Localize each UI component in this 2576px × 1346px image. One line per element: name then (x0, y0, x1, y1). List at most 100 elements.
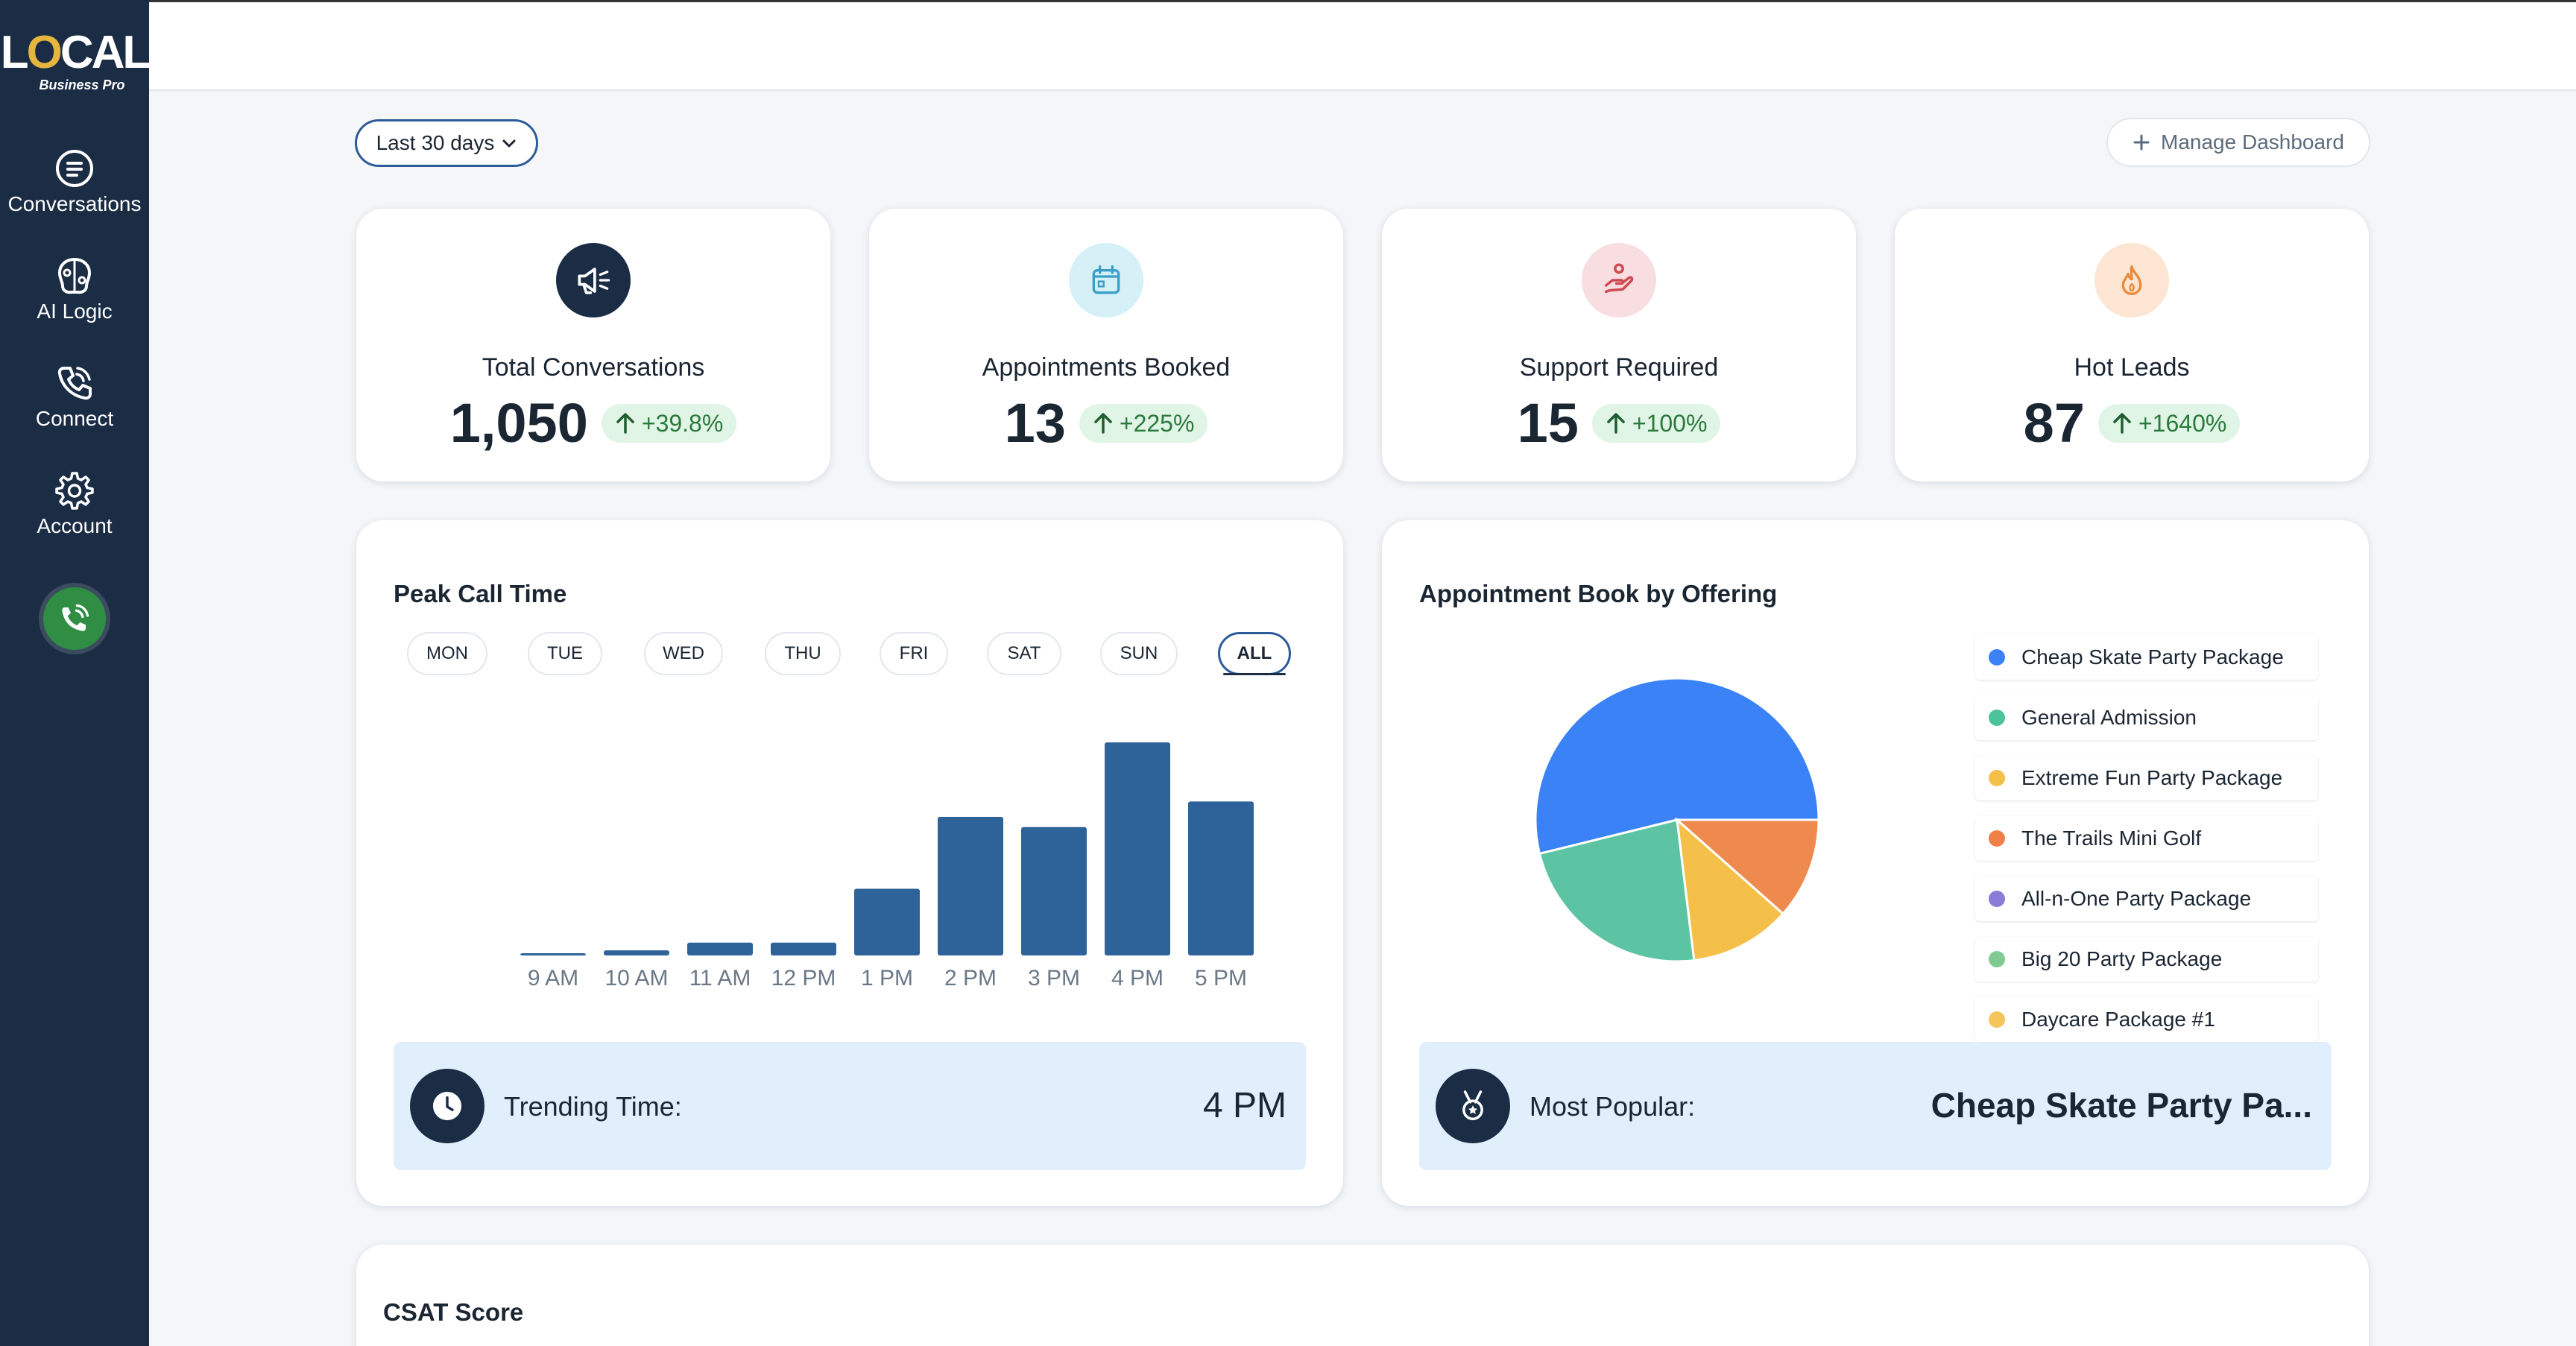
pie-slice-cheap-skate-party-package[interactable] (1534, 677, 1820, 856)
gear-icon (55, 472, 94, 510)
peak-call-bar-chart: 9 AM 10 AM 11 AM 12 PM 1 PM 2 PM 3 PM 4 PM 5 PM (520, 742, 1254, 990)
legend-item[interactable]: Extreme Fun Party Package (1975, 756, 2318, 800)
legend-color-dot (1989, 891, 2005, 907)
sidebar-item-label: Account (37, 514, 113, 537)
medal-icon (1436, 1069, 1510, 1143)
stat-value: 87 (2023, 392, 2085, 454)
sidebar-item-conversations[interactable]: Conversations (0, 146, 149, 243)
legend-label: The Trails Mini Golf (2021, 827, 2202, 850)
bar-9-am[interactable] (520, 953, 586, 955)
x-tick-label: 11 AM (689, 966, 751, 990)
csat-title: CSAT Score (383, 1298, 524, 1326)
trending-time-label: Trending Time: (504, 1091, 682, 1122)
pie-slice-the-trails-mini-golf[interactable] (1674, 818, 1820, 916)
legend-label: All-n-One Party Package (2021, 887, 2252, 910)
x-tick-label: 9 AM (528, 966, 578, 990)
fire-icon (2094, 243, 2169, 317)
support-icon (1582, 243, 1656, 317)
bar-3-pm[interactable] (1021, 827, 1087, 955)
legend-label: Daycare Package #1 (2021, 1008, 2215, 1031)
stat-card-support-required: Support Required 15 +100% (1382, 209, 1856, 481)
sidebar-item-ai-logic[interactable]: AI Logic (0, 253, 149, 350)
pie-slice-extreme-fun-party-package[interactable] (1676, 817, 1785, 962)
chat-icon (56, 150, 93, 187)
stat-card-hot-leads: Hot Leads 87 +1640% (1895, 209, 2369, 481)
sidebar-item-connect[interactable]: Connect (0, 361, 149, 458)
sidebar-item-label: Connect (35, 407, 114, 430)
x-tick-label: 10 AM (604, 966, 668, 990)
tab-wed[interactable]: WED (644, 632, 723, 675)
clock-icon (410, 1069, 484, 1143)
legend-item[interactable]: All-n-One Party Package (1975, 876, 2318, 921)
trending-time-bar: Trending Time: 4 PM (394, 1042, 1306, 1170)
top-bar (149, 0, 2576, 91)
stat-change-badge: +39.8% (601, 404, 737, 443)
legend-color-dot (1989, 1011, 2005, 1028)
stat-card-appointments-booked: Appointments Booked 13 +225% (869, 209, 1343, 481)
legend-item[interactable]: Daycare Package #1 (1975, 997, 2318, 1042)
manage-dashboard-button[interactable]: Manage Dashboard (2106, 118, 2370, 167)
legend-color-dot (1989, 710, 2005, 726)
stat-change-value: +39.8% (641, 409, 724, 437)
tab-sun[interactable]: SUN (1100, 632, 1178, 675)
sidebar-item-account[interactable]: Account (0, 468, 149, 565)
arrow-up-icon (2113, 413, 2131, 434)
legend-item[interactable]: Big 20 Party Package (1975, 937, 2318, 982)
legend-label: Extreme Fun Party Package (2021, 766, 2283, 789)
manage-dashboard-label: Manage Dashboard (2161, 130, 2344, 154)
call-button[interactable] (39, 583, 110, 654)
legend-label: Big 20 Party Package (2021, 947, 2223, 970)
tab-sat[interactable]: SAT (987, 632, 1061, 675)
stat-value: 13 (1004, 392, 1066, 454)
stat-change-value: +1640% (2138, 409, 2227, 437)
x-tick-label: 12 PM (771, 966, 836, 990)
bar-2-pm[interactable] (938, 817, 1003, 955)
legend-item[interactable]: General Admission (1975, 695, 2318, 740)
legend-color-dot (1989, 649, 2005, 666)
arrow-up-icon (1607, 413, 1625, 434)
arrow-up-icon (616, 413, 634, 434)
date-range-value: Last 30 days (376, 131, 495, 154)
stat-value: 1,050 (449, 392, 588, 454)
bar-10-am[interactable] (604, 950, 669, 955)
tab-all[interactable]: ALL (1218, 632, 1291, 675)
appointment-offering-title: Appointment Book by Offering (1419, 580, 1778, 607)
phone-call-icon (62, 604, 89, 631)
most-popular-label: Most Popular: (1530, 1091, 1696, 1122)
stat-change-badge: +1640% (2097, 404, 2241, 443)
stat-change-badge: +100% (1591, 404, 1721, 443)
bar-12-pm[interactable] (771, 942, 836, 955)
legend-color-dot (1989, 770, 2005, 786)
tab-thu[interactable]: THU (765, 632, 841, 675)
bar-1-pm[interactable] (854, 888, 920, 955)
legend-item[interactable]: The Trails Mini Golf (1975, 816, 2318, 861)
stat-card-total-conversations: Total Conversations 1,050 +39.8% (356, 209, 830, 481)
bar-5-pm[interactable] (1188, 801, 1254, 955)
tab-mon[interactable]: MON (407, 632, 487, 675)
legend-label: General Admission (2021, 706, 2197, 729)
most-popular-bar: Most Popular: Cheap Skate Party Pa... (1419, 1042, 2332, 1170)
stat-title: Appointments Booked (982, 353, 1231, 382)
x-tick-label: 3 PM (1028, 966, 1080, 990)
megaphone-icon (556, 243, 631, 317)
legend-color-dot (1989, 830, 2005, 847)
sidebar: LOCAL Business Pro Conversations AI Logi… (0, 0, 151, 1346)
pie-slice-general-admission[interactable] (1538, 818, 1696, 963)
brand-logo: LOCAL Business Pro (0, 27, 151, 93)
stat-change-badge: +225% (1079, 404, 1208, 443)
date-range-select[interactable]: Last 30 days (355, 119, 538, 167)
brain-icon (57, 257, 92, 294)
legend-item[interactable]: Cheap Skate Party Package (1975, 635, 2318, 680)
stat-change-value: +225% (1119, 409, 1195, 437)
stat-title: Support Required (1519, 353, 1719, 382)
tab-tue[interactable]: TUE (528, 632, 602, 675)
legend-color-dot (1989, 951, 2005, 967)
stat-value: 15 (1517, 392, 1579, 454)
tab-fri[interactable]: FRI (880, 632, 948, 675)
x-tick-label: 2 PM (944, 966, 997, 990)
bar-11-am[interactable] (687, 942, 753, 955)
chevron-down-icon (502, 139, 516, 148)
sidebar-item-label: AI Logic (37, 300, 113, 323)
bar-4-pm[interactable] (1105, 742, 1170, 955)
most-popular-value: Cheap Skate Party Pa... (1931, 1086, 2312, 1125)
